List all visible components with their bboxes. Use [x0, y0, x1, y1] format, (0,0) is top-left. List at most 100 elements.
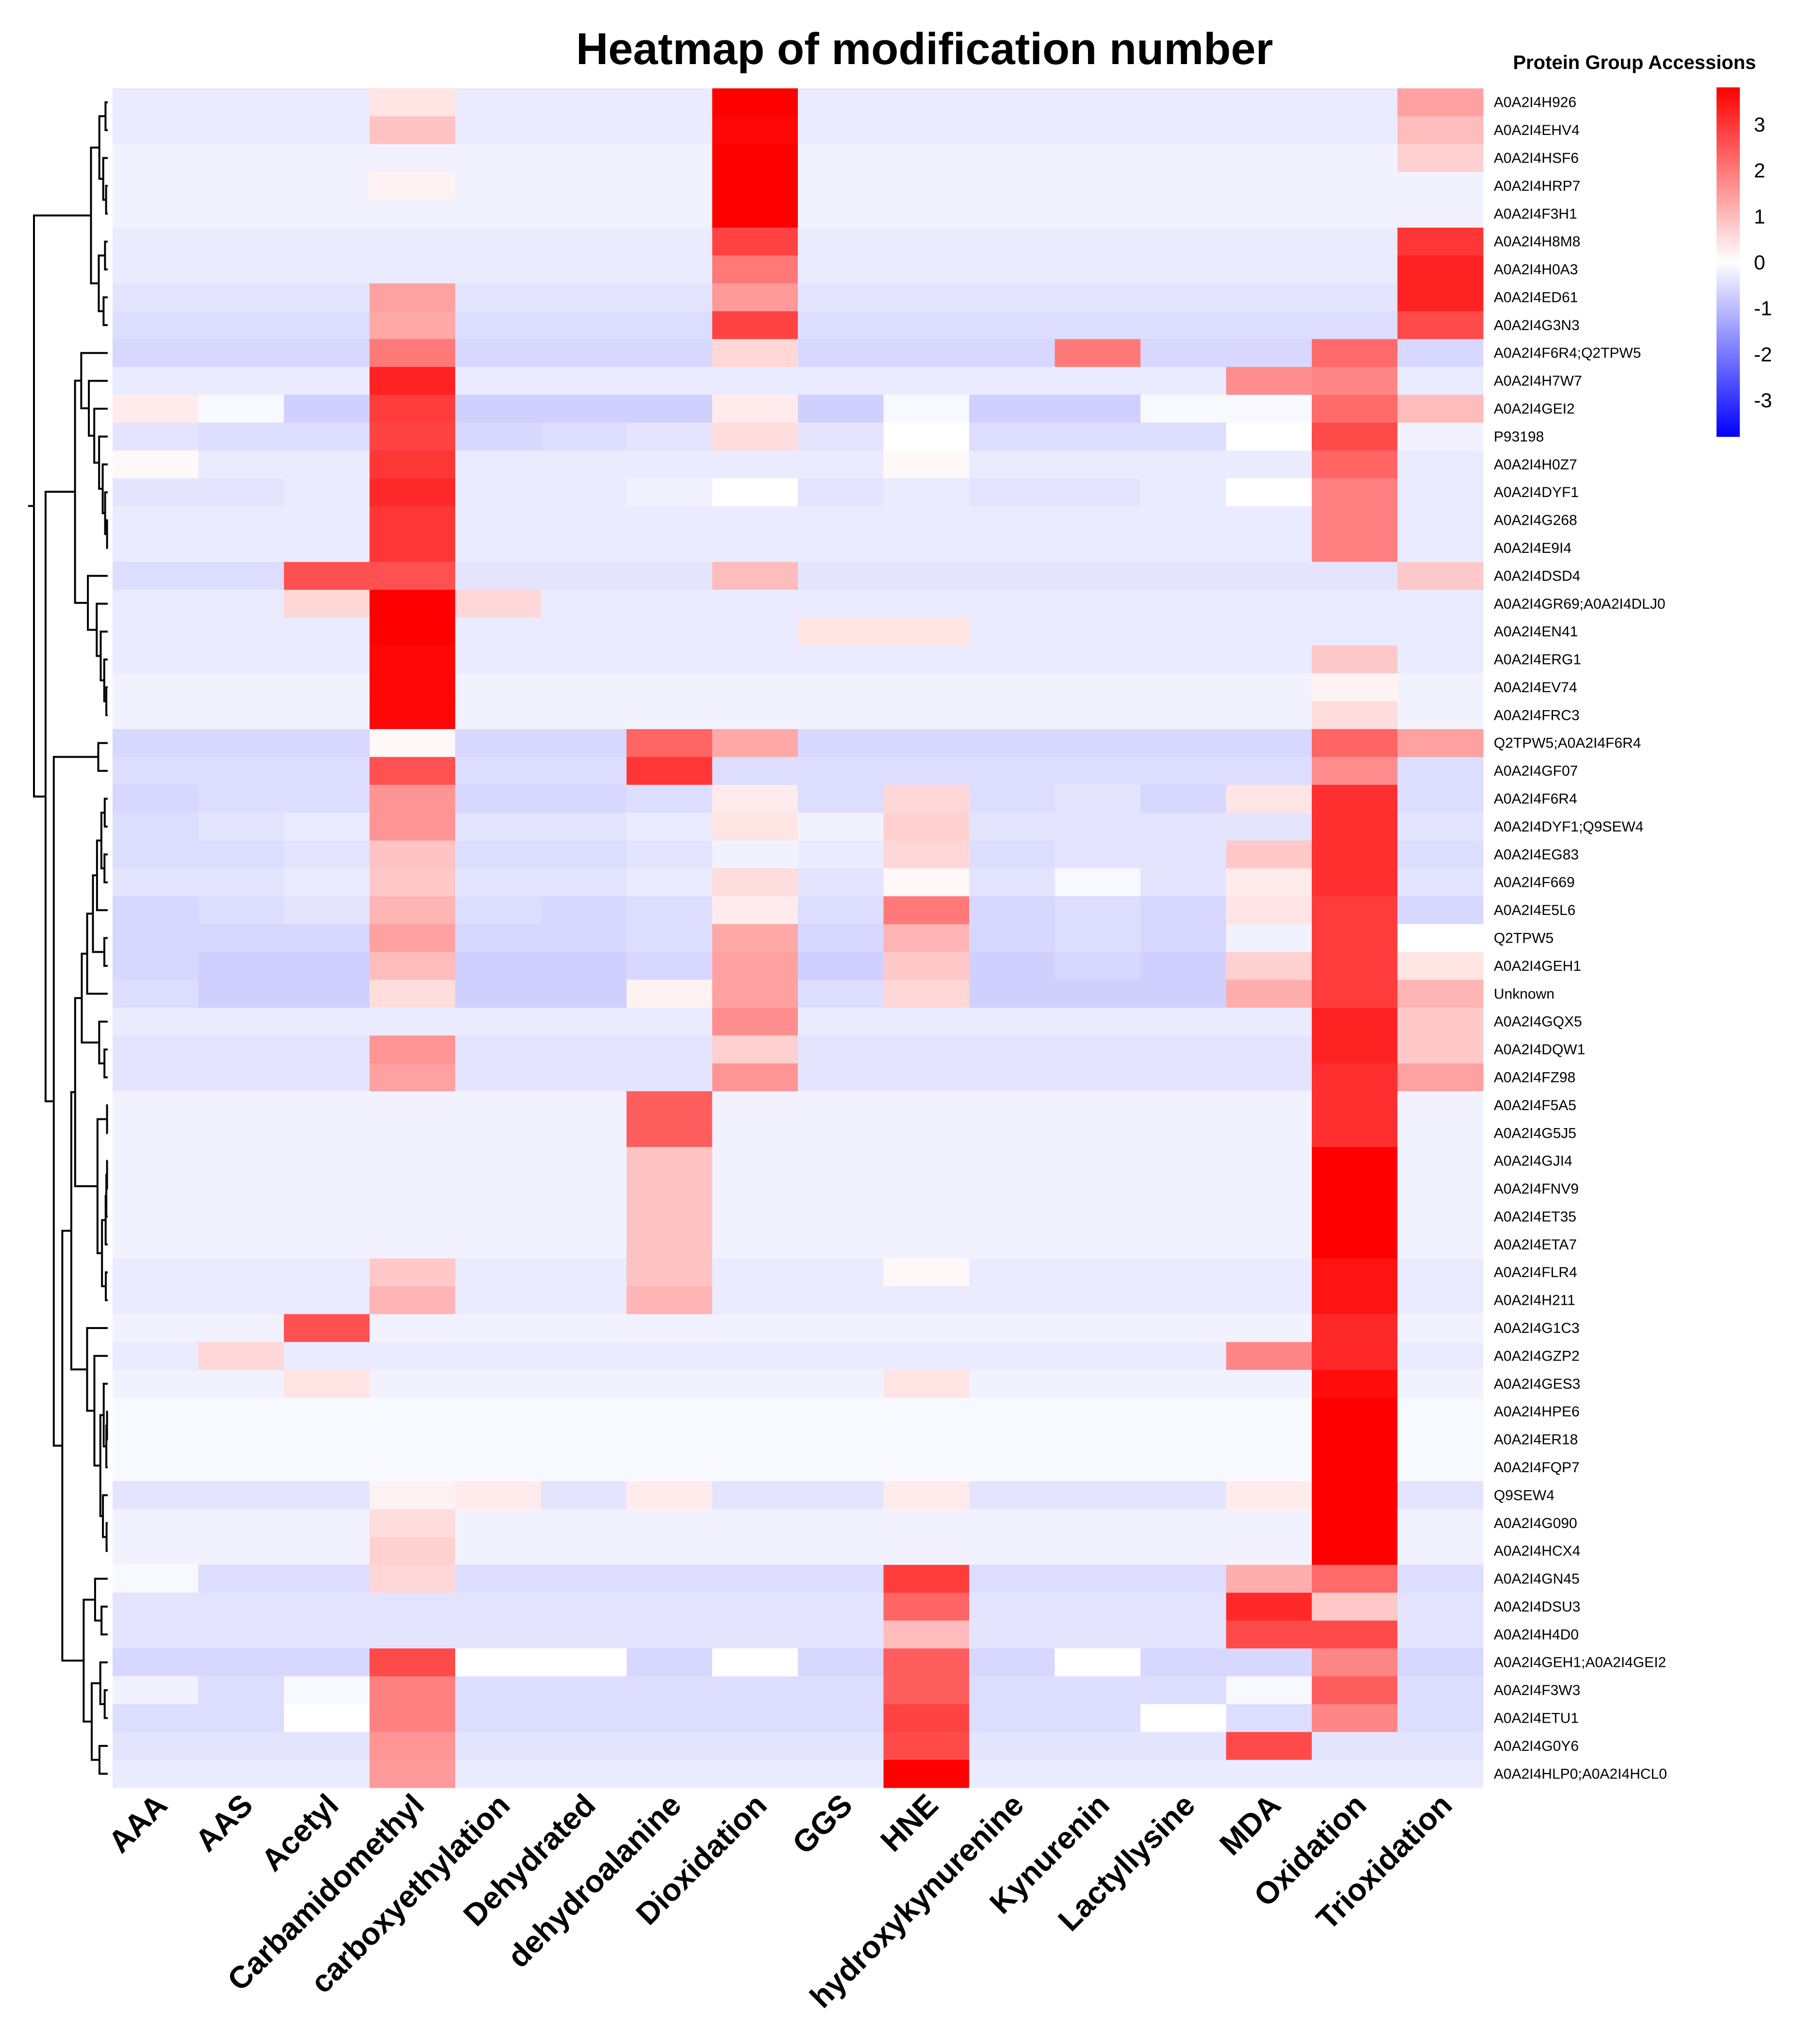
heatmap-cell [1312, 450, 1398, 479]
row-label: A0A2I4GR69;A0A2I4DLJ0 [1494, 596, 1666, 612]
heatmap-cell [284, 199, 370, 228]
heatmap-cell [798, 924, 884, 952]
heatmap-cell [455, 1732, 542, 1761]
heatmap-cell [712, 1481, 798, 1510]
heatmap-cell [1055, 1314, 1141, 1343]
heatmap-cell [369, 478, 456, 507]
heatmap-cell [1397, 1397, 1484, 1426]
heatmap-cell [1397, 1453, 1484, 1482]
heatmap-cell [1226, 506, 1312, 534]
heatmap-cell [541, 534, 627, 563]
heatmap-cell [1397, 1258, 1484, 1287]
heatmap-cell [627, 1202, 713, 1231]
heatmap-cell [883, 590, 970, 618]
heatmap-cell [369, 757, 456, 785]
heatmap-cell [1055, 1370, 1141, 1398]
heatmap-cell [883, 1509, 970, 1538]
heatmap-cell [198, 1620, 284, 1649]
heatmap-cell [198, 1593, 284, 1621]
row-label: A0A2I4ERG1 [1494, 652, 1581, 668]
heatmap-cell [284, 116, 370, 145]
heatmap-cell [455, 1230, 542, 1259]
heatmap-cell [113, 366, 199, 395]
heatmap-cell [455, 980, 542, 1008]
heatmap-cell [627, 1007, 713, 1036]
dendrogram-branch [105, 1522, 108, 1552]
heatmap-cell [627, 1230, 713, 1259]
heatmap-cell [627, 1425, 713, 1454]
heatmap-cell [1397, 590, 1484, 618]
heatmap-cell [1140, 144, 1227, 172]
heatmap-cell [1055, 590, 1141, 618]
heatmap-cell [284, 1425, 370, 1454]
heatmap-cell [883, 1342, 970, 1370]
heatmap-cell [1312, 227, 1398, 256]
heatmap-cell [113, 506, 199, 534]
row-labels: A0A2I4H926 A0A2I4EHV4 A0A2I4HSF6 A0A2I4HRP7… [1494, 95, 1667, 1782]
heatmap-cell [883, 784, 970, 813]
heatmap-cell [1397, 1342, 1484, 1370]
heatmap-cell [798, 1481, 884, 1510]
heatmap-cell [1055, 1704, 1141, 1732]
heatmap-cell [1055, 1007, 1141, 1036]
heatmap-cell [1226, 1119, 1312, 1147]
heatmap-cell [284, 1202, 370, 1231]
heatmap-cell [455, 729, 542, 758]
heatmap-cell [369, 1286, 456, 1314]
heatmap-cell [113, 980, 199, 1008]
heatmap-cell [1140, 1564, 1227, 1593]
heatmap-cell [1226, 1035, 1312, 1064]
heatmap-cell [798, 395, 884, 423]
heatmap-cell [1226, 1425, 1312, 1454]
heatmap-cell [541, 1342, 627, 1370]
row-label: A0A2I4EV74 [1494, 680, 1577, 696]
heatmap-cell [712, 255, 798, 284]
dendrogram-branch [74, 997, 98, 1187]
heatmap-cell [198, 1119, 284, 1147]
row-label: A0A2I4DSD4 [1494, 568, 1580, 584]
heatmap-cell [627, 1147, 713, 1175]
heatmap-cell [284, 840, 370, 869]
heatmap-cell [541, 478, 627, 507]
heatmap-cell [1140, 1175, 1227, 1203]
row-label: A0A2I4EHV4 [1494, 122, 1580, 138]
heatmap-cell [627, 1760, 713, 1788]
heatmap-cell [284, 534, 370, 563]
heatmap-cell [1140, 1314, 1227, 1343]
heatmap-cell [798, 116, 884, 145]
heatmap-cell [1397, 199, 1484, 228]
heatmap-cell [712, 1537, 798, 1565]
heatmap-cell [627, 255, 713, 284]
heatmap-cell [198, 784, 284, 813]
heatmap-cell [369, 1230, 456, 1259]
heatmap-cell [969, 1202, 1056, 1231]
heatmap-cell [883, 840, 970, 869]
heatmap-cell [969, 199, 1056, 228]
heatmap-cell [1397, 1091, 1484, 1120]
heatmap-cell [627, 1732, 713, 1761]
heatmap-cell [1140, 896, 1227, 925]
row-label: A0A2I4E9I4 [1494, 540, 1571, 556]
heatmap-cell [969, 395, 1056, 423]
heatmap-cell [627, 1564, 713, 1593]
heatmap-cell [1140, 534, 1227, 563]
heatmap-cell [1397, 534, 1484, 563]
heatmap-cell [198, 645, 284, 674]
heatmap-cell [284, 366, 370, 395]
heatmap-cell [284, 1119, 370, 1147]
heatmap-cell [455, 366, 542, 395]
dendrogram-branch [33, 214, 91, 798]
heatmap-cell [1140, 255, 1227, 284]
heatmap-cell [1226, 1593, 1312, 1621]
heatmap-cell [627, 757, 713, 785]
legend-title: Protein Group Accessions [1513, 52, 1756, 73]
heatmap-cell [798, 1202, 884, 1231]
heatmap-cell [798, 422, 884, 451]
heatmap-cell [198, 311, 284, 340]
heatmap-cell [1397, 840, 1484, 869]
row-label: A0A2I4EG83 [1494, 847, 1579, 863]
heatmap-cell [1312, 1676, 1398, 1705]
heatmap-cell [798, 450, 884, 479]
heatmap-cell [1055, 868, 1141, 897]
heatmap-cell [969, 1147, 1056, 1175]
